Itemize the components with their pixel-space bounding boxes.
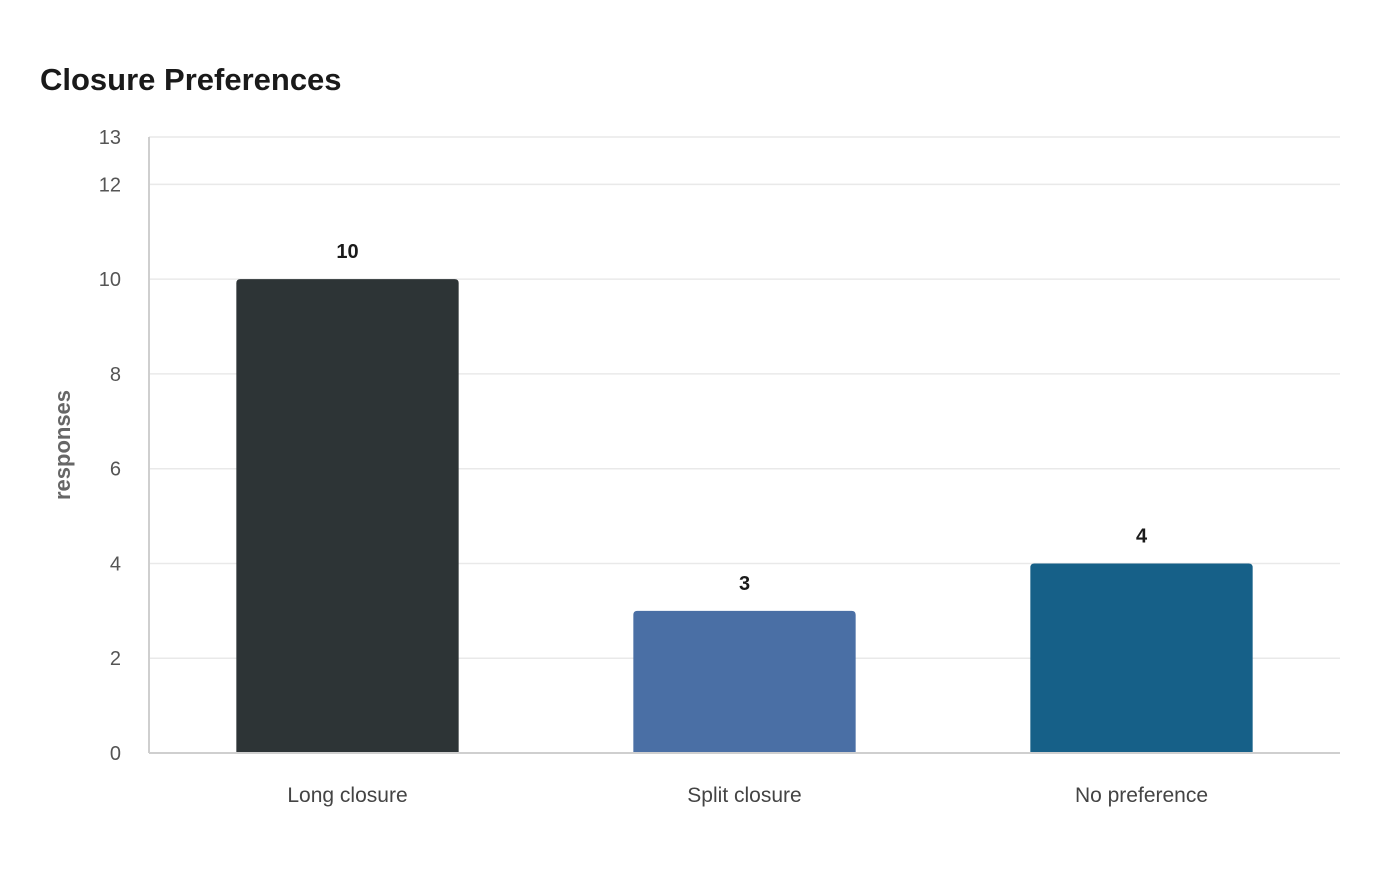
x-tick-label: Long closure [287,784,407,807]
x-tick-label: No preference [1075,784,1208,807]
bars [236,279,1253,753]
y-tick-label: 2 [110,648,121,670]
y-tick-label: 12 [99,174,121,196]
data-label: 4 [1136,525,1148,547]
x-axis-labels: Long closure Split closure No preference [287,784,1208,807]
x-tick-label: Split closure [687,784,801,807]
chart-title: Closure Preferences [40,62,342,97]
data-label: 10 [336,241,358,263]
data-labels: 10 3 4 [336,241,1148,595]
y-tick-label: 8 [110,364,121,386]
y-axis-ticks: 0 2 4 6 8 10 12 13 [99,127,121,765]
y-tick-label: 10 [99,269,121,291]
y-tick-label: 0 [110,743,121,765]
bar-no-preference [1030,563,1253,753]
bar-split-closure [633,610,856,753]
data-label: 3 [739,573,750,595]
y-tick-label: 4 [110,553,121,575]
y-tick-label: 13 [99,127,121,149]
y-tick-label: 6 [110,459,121,481]
y-axis-title: responses [50,390,75,500]
bar-long-closure [236,279,459,753]
